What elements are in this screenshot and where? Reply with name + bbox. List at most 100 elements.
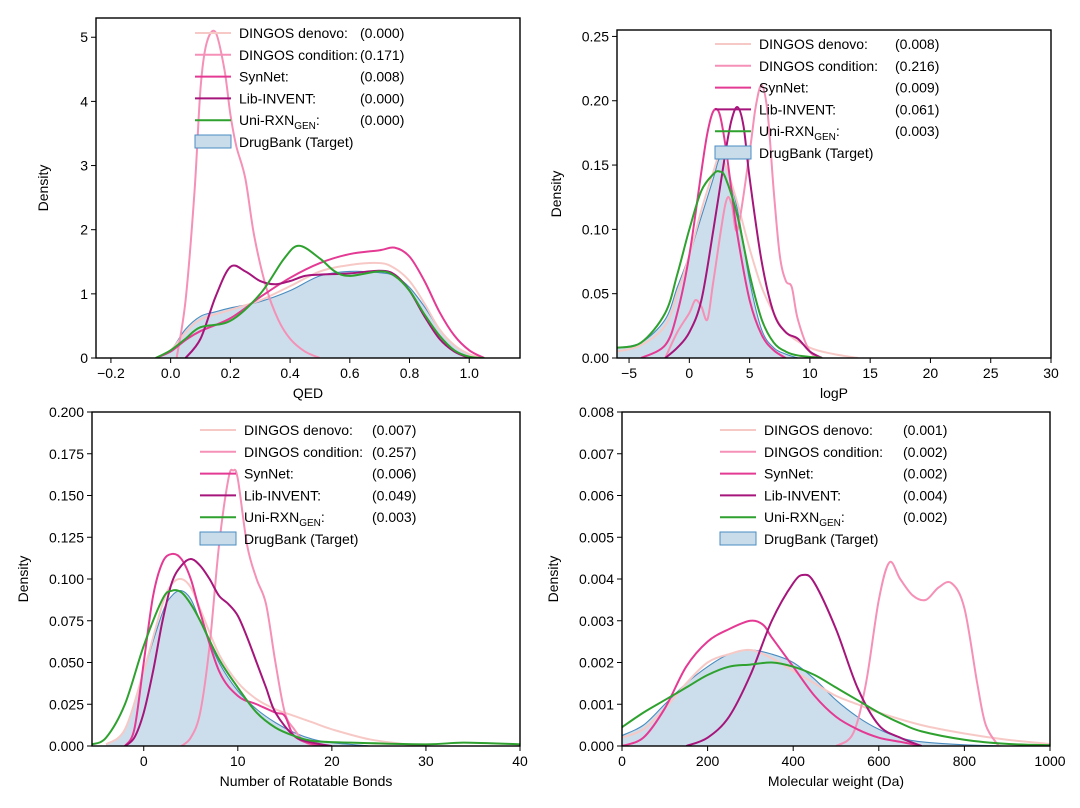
y-axis-label: Density: [15, 556, 31, 603]
plot-area: [622, 560, 1050, 746]
x-axis-label: Molecular weight (Da): [768, 773, 904, 789]
y-tick-label: 0.001: [579, 696, 614, 712]
legend-value: (0.004): [903, 487, 947, 503]
legend-label: SynNet:: [239, 69, 289, 85]
legend-label: SynNet:: [244, 466, 294, 482]
legend: DINGOS denovo: (0.007) DINGOS condition: (0…: [199, 422, 416, 547]
y-tick-label: 0.050: [49, 655, 84, 671]
x-tick-label: 15: [862, 365, 878, 381]
legend-label-target: DrugBank (Target): [764, 531, 878, 547]
x-tick-label: −5: [621, 365, 637, 381]
plot-area: [92, 468, 520, 746]
legend-label: Lib-INVENT:: [239, 90, 316, 106]
legend-label-target: DrugBank (Target): [759, 145, 873, 161]
y-tick-label: 1: [80, 286, 88, 302]
axes-frame: [616, 29, 1052, 359]
y-tick-label: 0.075: [49, 613, 84, 629]
legend-label: DINGOS denovo:: [764, 422, 873, 438]
x-tick-label: 20: [923, 365, 939, 381]
y-tick-label: 0.005: [579, 529, 614, 545]
y-tick-label: 2: [80, 222, 88, 238]
legend-label: DINGOS denovo:: [239, 25, 348, 41]
series-line-5: [622, 661, 1050, 746]
y-tick-label: 0.006: [579, 488, 614, 504]
y-axis-label: Density: [545, 556, 561, 603]
y-tick-label: 0: [80, 350, 88, 366]
series-line-1: [155, 261, 485, 358]
legend-value: (0.216): [895, 58, 939, 74]
legend-value: (0.000): [360, 90, 404, 106]
legend: DINGOS denovo: (0.008) DINGOS condition: (0…: [714, 36, 939, 161]
x-tick-label: 40: [512, 753, 528, 769]
y-tick-label: 0.200: [49, 404, 84, 420]
legend-value: (0.171): [360, 47, 404, 63]
y-tick-label: 5: [80, 29, 88, 45]
legend: DINGOS denovo: (0.001) DINGOS condition: (0…: [719, 422, 947, 547]
legend-swatch-target: [719, 531, 757, 546]
y-axis-label: Density: [35, 165, 51, 212]
x-tick-label: 600: [867, 753, 891, 769]
x-tick-label: 25: [983, 365, 999, 381]
y-tick-label: 0.20: [582, 93, 609, 109]
target-density-area: [155, 271, 485, 358]
series-line-1: [105, 577, 427, 746]
legend-label: Uni-RXNGEN:: [244, 509, 325, 529]
target-density-area: [622, 649, 1008, 746]
x-tick-label: 10: [230, 753, 246, 769]
legend-value: (0.009): [895, 80, 939, 96]
series-line-3: [155, 246, 485, 358]
plot-area: [617, 84, 859, 358]
legend-value: (0.002): [903, 509, 947, 525]
legend-swatch-target: [194, 134, 232, 149]
legend-label: SynNet:: [764, 466, 814, 482]
legend-value: (0.008): [895, 36, 939, 52]
series-line-3: [124, 552, 332, 746]
legend-label: Lib-INVENT:: [759, 101, 836, 117]
density-plot-4: 0 200 400 600 800 1000 0.000 0.001 0.002 0.003 0.0…: [545, 404, 1066, 789]
y-tick-label: 0.150: [49, 488, 84, 504]
x-tick-label: 1.0: [460, 365, 480, 381]
x-tick-label: 0.2: [221, 365, 241, 381]
legend-label-target: DrugBank (Target): [239, 134, 353, 150]
axes-frame: [95, 17, 521, 359]
legend-label: Uni-RXNGEN:: [759, 123, 840, 143]
legend-label-target: DrugBank (Target): [244, 531, 358, 547]
y-tick-label: 0.003: [579, 613, 614, 629]
x-tick-label: 0: [618, 753, 626, 769]
legend-label: Uni-RXNGEN:: [239, 112, 320, 132]
series-line-3: [640, 107, 787, 358]
y-tick-label: 0.175: [49, 446, 84, 462]
legend-label: Uni-RXNGEN:: [764, 509, 845, 529]
x-tick-label: 800: [953, 753, 977, 769]
y-axis-label: Density: [548, 171, 564, 218]
series-line-4: [184, 264, 470, 358]
x-tick-label: 30: [418, 753, 434, 769]
x-tick-label: 5: [746, 365, 754, 381]
y-tick-label: 0.007: [579, 446, 614, 462]
legend-value: (0.003): [372, 509, 416, 525]
x-tick-label: 10: [802, 365, 818, 381]
x-tick-label: −0.2: [97, 365, 125, 381]
series-line-4: [685, 573, 922, 746]
y-tick-label: 4: [80, 93, 88, 109]
series-line-2: [175, 29, 321, 358]
x-tick-label: 0.6: [340, 365, 360, 381]
series-line-1: [617, 153, 859, 358]
legend-label: Lib-INVENT:: [764, 487, 841, 503]
y-tick-label: 0.25: [582, 28, 609, 44]
legend-label: DINGOS condition:: [239, 47, 358, 63]
series-line-4: [124, 557, 333, 746]
y-tick-label: 0.025: [49, 696, 84, 712]
y-tick-label: 0.10: [582, 221, 609, 237]
series-line-4: [664, 106, 823, 358]
x-tick-label: 0.0: [161, 365, 181, 381]
legend-value: (0.006): [372, 466, 416, 482]
target-density-area: [106, 590, 370, 746]
series-line-5: [617, 170, 823, 358]
density-plot-3: 0 10 20 30 40 0.000 0.025 0.050 0.075 0.100 0.125 0…: [15, 404, 528, 789]
x-tick-label: 30: [1043, 365, 1059, 381]
y-tick-label: 0.008: [579, 404, 614, 420]
legend-swatch-target: [714, 145, 752, 160]
legend-value: (0.002): [903, 444, 947, 460]
